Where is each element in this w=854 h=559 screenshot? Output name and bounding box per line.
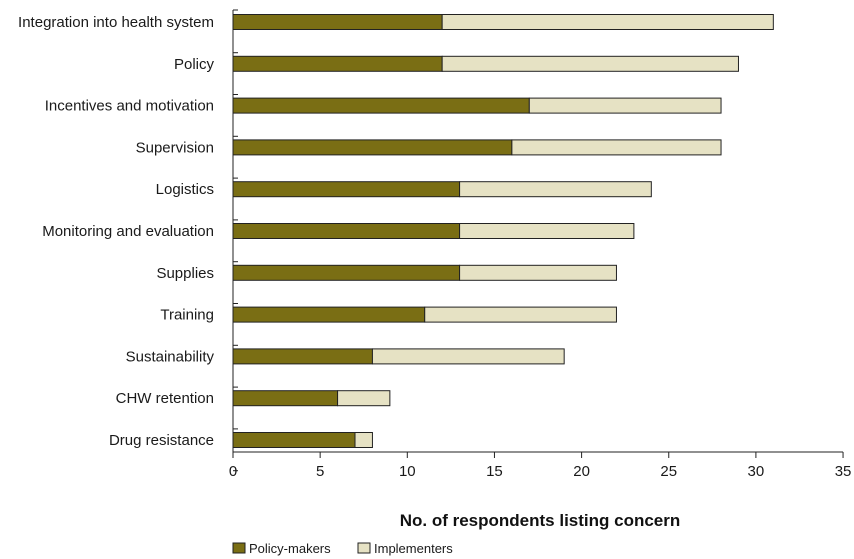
bar-implementers-drug-resistance xyxy=(354,432,373,448)
x-tick-label-20: 20 xyxy=(573,463,590,480)
bar-policy-makers-sustainability xyxy=(232,348,373,365)
x-tick-label-30: 30 xyxy=(748,463,765,480)
category-labels: Integration into health system Policy Ince… xyxy=(18,14,214,449)
x-tick-label-5: 5 xyxy=(316,463,324,480)
category-label-chw-retention: CHW retention xyxy=(116,390,214,407)
category-label-sustainability: Sustainability xyxy=(126,348,215,365)
bar-policy-makers-training xyxy=(232,306,426,323)
category-label-supervision: Supervision xyxy=(136,139,214,156)
bar-policy-makers-supplies xyxy=(232,264,461,281)
category-label-training: Training xyxy=(160,307,214,324)
category-label-incentives-and-motivation: Incentives and motivation xyxy=(45,98,214,115)
legend-label-policy-makers: Policy-makers xyxy=(249,541,331,556)
bar-marks xyxy=(232,14,774,448)
bar-implementers-training xyxy=(424,306,617,323)
legend-swatch-policy-makers xyxy=(232,542,246,554)
legend-swatch-implementers xyxy=(357,542,371,554)
legend: Policy-makers Implementers xyxy=(232,541,453,556)
legend-label-implementers: Implementers xyxy=(374,541,453,556)
bar-implementers-supervision xyxy=(511,139,722,156)
x-axis-label: No. of respondents listing concern xyxy=(400,511,681,530)
bar-implementers-integration-into-health-system xyxy=(441,14,774,30)
bar-policy-makers-integration-into-health-system xyxy=(232,14,443,30)
bar-policy-makers-monitoring-and-evaluation xyxy=(232,223,461,239)
bar-implementers-supplies xyxy=(459,264,617,281)
x-tick-label-0: 0 xyxy=(229,463,237,480)
category-label-monitoring-and-evaluation: Monitoring and evaluation xyxy=(42,223,214,240)
bar-policy-makers-policy xyxy=(232,55,443,72)
category-label-supplies: Supplies xyxy=(156,265,214,282)
bar-implementers-sustainability xyxy=(371,348,565,365)
bar-policy-makers-supervision xyxy=(232,139,513,156)
x-tick-label-15: 15 xyxy=(486,463,503,480)
x-tick-labels: 0 5 10 15 20 25 30 35 xyxy=(229,463,852,480)
category-label-drug-resistance: Drug resistance xyxy=(109,432,214,449)
bar-implementers-policy xyxy=(441,55,739,72)
bar-policy-makers-logistics xyxy=(232,181,461,198)
category-label-policy: Policy xyxy=(174,56,215,73)
x-tick-label-10: 10 xyxy=(399,463,416,480)
bar-implementers-chw-retention xyxy=(337,390,391,407)
bar-policy-makers-drug-resistance xyxy=(232,432,356,448)
axes xyxy=(232,9,844,472)
bar-implementers-incentives-and-motivation xyxy=(528,97,722,114)
bar-implementers-monitoring-and-evaluation xyxy=(459,223,635,239)
bar-policy-makers-incentives-and-motivation xyxy=(232,97,530,114)
category-label-logistics: Logistics xyxy=(156,181,214,198)
x-tick-label-25: 25 xyxy=(660,463,677,480)
x-tick-label-35: 35 xyxy=(835,463,852,480)
category-label-integration-into-health-system: Integration into health system xyxy=(18,14,214,31)
bar-implementers-logistics xyxy=(459,181,652,198)
bar-policy-makers-chw-retention xyxy=(232,390,339,407)
